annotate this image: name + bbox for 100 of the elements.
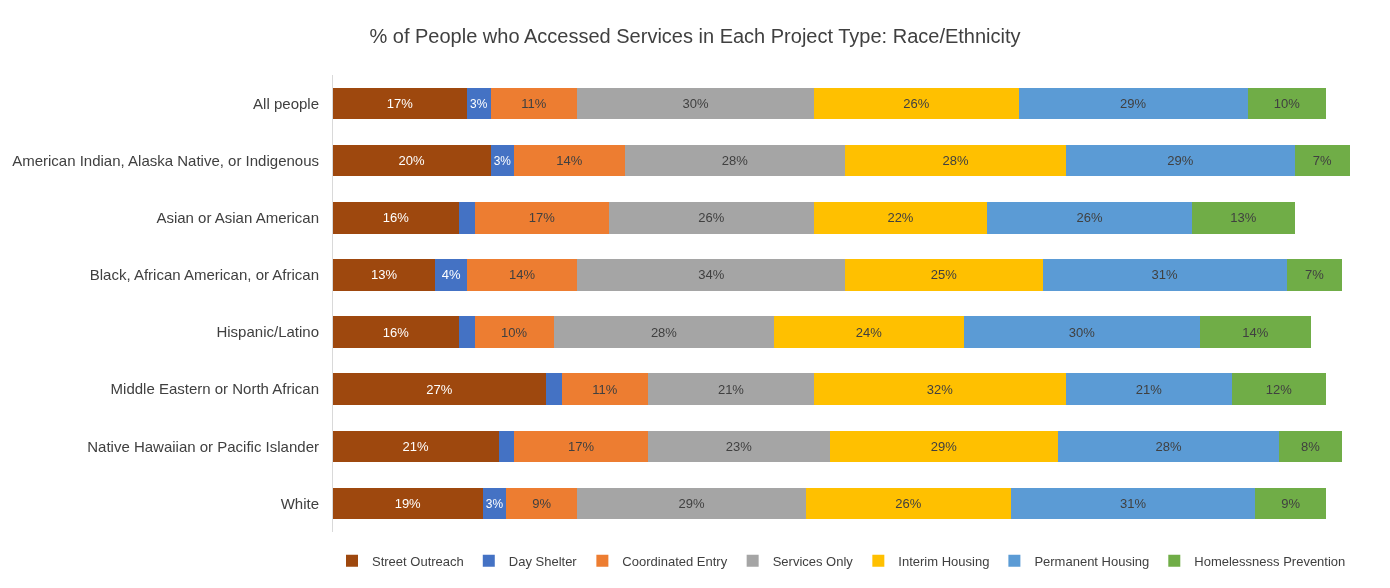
bar	[648, 373, 814, 405]
data-label: 17%	[568, 438, 595, 454]
bar	[1066, 144, 1295, 177]
data-label: 30%	[1068, 324, 1096, 340]
data-label: 8%	[1300, 438, 1321, 454]
bar	[467, 259, 578, 291]
bar	[1247, 87, 1327, 120]
bar	[963, 316, 1201, 348]
bar	[813, 202, 988, 234]
data-label: 11%	[521, 96, 547, 112]
data-label: 9%	[1281, 495, 1301, 511]
bar	[474, 316, 554, 348]
data-label: 14%	[508, 267, 536, 283]
bar	[1286, 259, 1343, 291]
data-label: 29%	[1167, 153, 1194, 169]
bar	[1058, 430, 1280, 463]
bar	[813, 87, 1019, 120]
bar	[498, 430, 515, 463]
bar	[545, 373, 562, 405]
data-label: 26%	[698, 210, 725, 226]
legend-label: Street Outreach	[372, 553, 464, 569]
data-label: 26%	[1076, 210, 1104, 226]
data-label: 21%	[717, 381, 745, 397]
data-label: 4%	[441, 267, 461, 283]
data-label: 19%	[394, 495, 422, 511]
bar	[774, 316, 964, 348]
bar	[648, 430, 830, 463]
legend-label: Coordinated Entry	[622, 553, 728, 569]
chart-title: % of People who Accessed Services in Each Project Type: Race/Ethnicity	[369, 25, 1021, 48]
data-label: 17%	[386, 96, 414, 112]
data-label: 12%	[1265, 381, 1293, 397]
data-label: 27%	[426, 381, 453, 397]
y-tick-label: All people	[253, 94, 319, 112]
bar	[1192, 202, 1295, 234]
y-tick-label: Middle Eastern or North African	[110, 380, 319, 398]
data-label: 11%	[592, 381, 618, 397]
data-label: 16%	[382, 324, 410, 340]
data-label: 26%	[895, 495, 922, 511]
bar	[333, 487, 483, 520]
bar	[474, 202, 609, 234]
bar	[829, 430, 1059, 463]
data-label: 28%	[1155, 438, 1182, 454]
data-label: 3%	[493, 153, 512, 168]
data-label: 29%	[930, 438, 958, 454]
data-label: 16%	[382, 210, 410, 226]
bar	[333, 430, 499, 463]
bar	[333, 87, 468, 120]
y-tick-label: White	[280, 494, 319, 512]
bar	[1011, 487, 1256, 520]
data-label: 17%	[528, 210, 556, 226]
bar	[514, 144, 625, 177]
data-label: 31%	[1151, 267, 1178, 283]
data-label: 23%	[725, 438, 753, 454]
bar	[845, 259, 1043, 291]
bar	[459, 202, 475, 234]
legend-label: Services Only	[772, 553, 854, 569]
data-label: 20%	[398, 153, 426, 169]
data-label: 13%	[371, 267, 398, 283]
data-label: 10%	[1273, 96, 1301, 112]
bar	[1279, 430, 1343, 463]
bar	[459, 316, 475, 348]
bar	[333, 202, 460, 234]
data-label: 25%	[930, 267, 958, 283]
bar	[1018, 87, 1248, 120]
data-label: 29%	[678, 495, 705, 511]
data-label: 13%	[1230, 210, 1257, 226]
data-label: 31%	[1119, 495, 1147, 511]
data-label: 3%	[470, 96, 488, 111]
bar	[1255, 487, 1327, 520]
bar	[490, 87, 578, 120]
data-label: 34%	[698, 267, 725, 283]
bar	[806, 487, 1011, 520]
bar	[561, 373, 649, 405]
data-label: 21%	[402, 438, 430, 454]
bar	[577, 487, 807, 520]
data-label: 30%	[682, 96, 709, 112]
bar	[506, 487, 578, 520]
data-label: 7%	[1312, 153, 1333, 169]
bar	[813, 373, 1067, 405]
data-label: 7%	[1304, 267, 1325, 283]
data-label: 29%	[1119, 96, 1147, 112]
data-label: 22%	[887, 210, 914, 226]
bar	[333, 373, 546, 405]
bar	[1294, 144, 1350, 177]
data-label: 21%	[1135, 381, 1163, 397]
y-tick-label: American Indian, Alaska Native, or Indigenous	[12, 151, 319, 169]
bar	[333, 316, 460, 348]
legend-label: Day Shelter	[508, 553, 578, 569]
y-tick-label: Native Hawaiian or Pacific Islander	[87, 437, 319, 455]
data-label: 14%	[1242, 324, 1269, 340]
bar	[1231, 373, 1327, 405]
y-tick-label: Black, African American, or African	[89, 266, 319, 284]
bar	[1200, 316, 1311, 348]
bar	[1066, 373, 1232, 405]
bar	[333, 144, 491, 177]
bar	[435, 259, 468, 291]
bar	[553, 316, 775, 348]
data-label: 28%	[721, 153, 749, 169]
bar	[514, 430, 649, 463]
data-label: 14%	[556, 153, 583, 169]
